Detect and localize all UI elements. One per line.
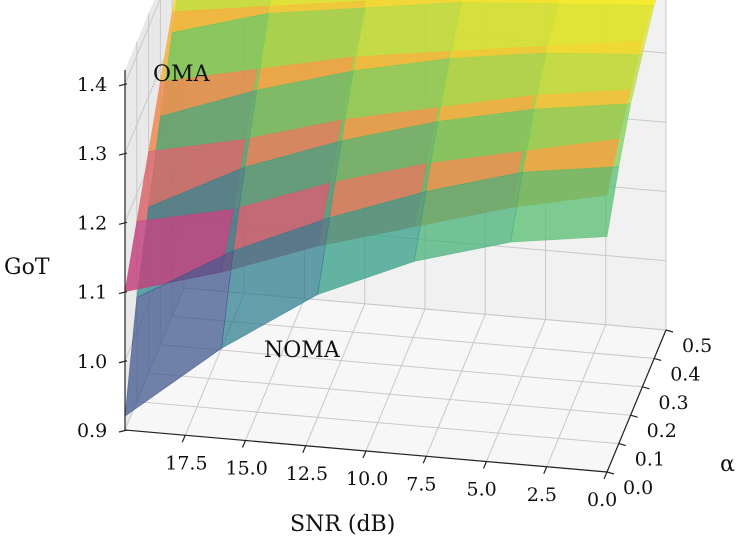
- y-tick-mark: [606, 471, 615, 475]
- z-tick-mark: [118, 360, 128, 364]
- x-axis-title: SNR (dB): [290, 512, 395, 537]
- surface-label-noma: NOMA: [264, 338, 341, 363]
- chart-surfaces: [124, 0, 657, 417]
- z-tick-label: 1.4: [77, 74, 107, 96]
- z-tick-mark: [118, 221, 128, 225]
- grid-line-got: [124, 0, 161, 85]
- y-tick-mark: [642, 386, 650, 390]
- x-tick-mark: [302, 445, 307, 453]
- y-tick-label: 0.2: [647, 420, 677, 442]
- x-tick-mark: [422, 456, 427, 464]
- x-tick-mark: [362, 450, 367, 459]
- y-tick-label: 0.5: [682, 335, 712, 357]
- z-tick-label: 1.2: [77, 212, 107, 234]
- x-tick-label: 12.5: [286, 463, 328, 485]
- y-tick-label: 0.0: [623, 477, 653, 499]
- x-tick-label: 17.5: [165, 452, 207, 474]
- x-tick-label: 2.5: [527, 484, 557, 506]
- z-tick-label: 0.9: [77, 420, 107, 442]
- x-tick-label: 10.0: [346, 468, 388, 490]
- z-tick-label: 1.3: [77, 143, 107, 165]
- x-tick-mark: [482, 461, 488, 469]
- chart-tick-labels: 0.9 1.0 1.1 1.2 1.3 1.4 17.5 15.0 12.5 10.0 7.5 5.0…: [77, 74, 712, 511]
- x-tick-label: 5.0: [467, 479, 497, 501]
- z-tick-mark: [118, 290, 128, 295]
- x-tick-mark: [543, 466, 548, 474]
- z-tick-label: 1.0: [77, 351, 107, 373]
- y-tick-label: 0.1: [635, 449, 665, 471]
- z-axis-title: GoT: [4, 255, 50, 280]
- y-axis-line: [606, 329, 667, 473]
- x-tick-label: 0.0: [587, 489, 617, 511]
- y-tick-mark: [618, 443, 626, 447]
- y-axis-title: α: [720, 452, 735, 477]
- surface-facet-noma: [510, 166, 620, 243]
- y-tick-mark: [665, 329, 674, 333]
- surface-label-oma: OMA: [153, 62, 211, 87]
- x-tick-mark: [603, 471, 608, 480]
- x-tick-mark: [181, 435, 186, 443]
- z-tick-label: 1.1: [77, 282, 107, 304]
- z-tick-mark: [118, 152, 128, 156]
- x-tick-label: 15.0: [226, 458, 268, 480]
- y-tick-mark: [630, 414, 638, 418]
- y-tick-label: 0.4: [670, 363, 700, 385]
- surface-facet-noma: [124, 250, 234, 417]
- z-tick-mark: [118, 83, 128, 87]
- z-tick-mark: [118, 429, 128, 433]
- y-tick-mark: [654, 357, 662, 361]
- x-tick-mark: [241, 440, 247, 448]
- chart-axes: [118, 70, 674, 480]
- x-tick-label: 7.5: [406, 473, 436, 495]
- y-tick-label: 0.3: [658, 392, 688, 414]
